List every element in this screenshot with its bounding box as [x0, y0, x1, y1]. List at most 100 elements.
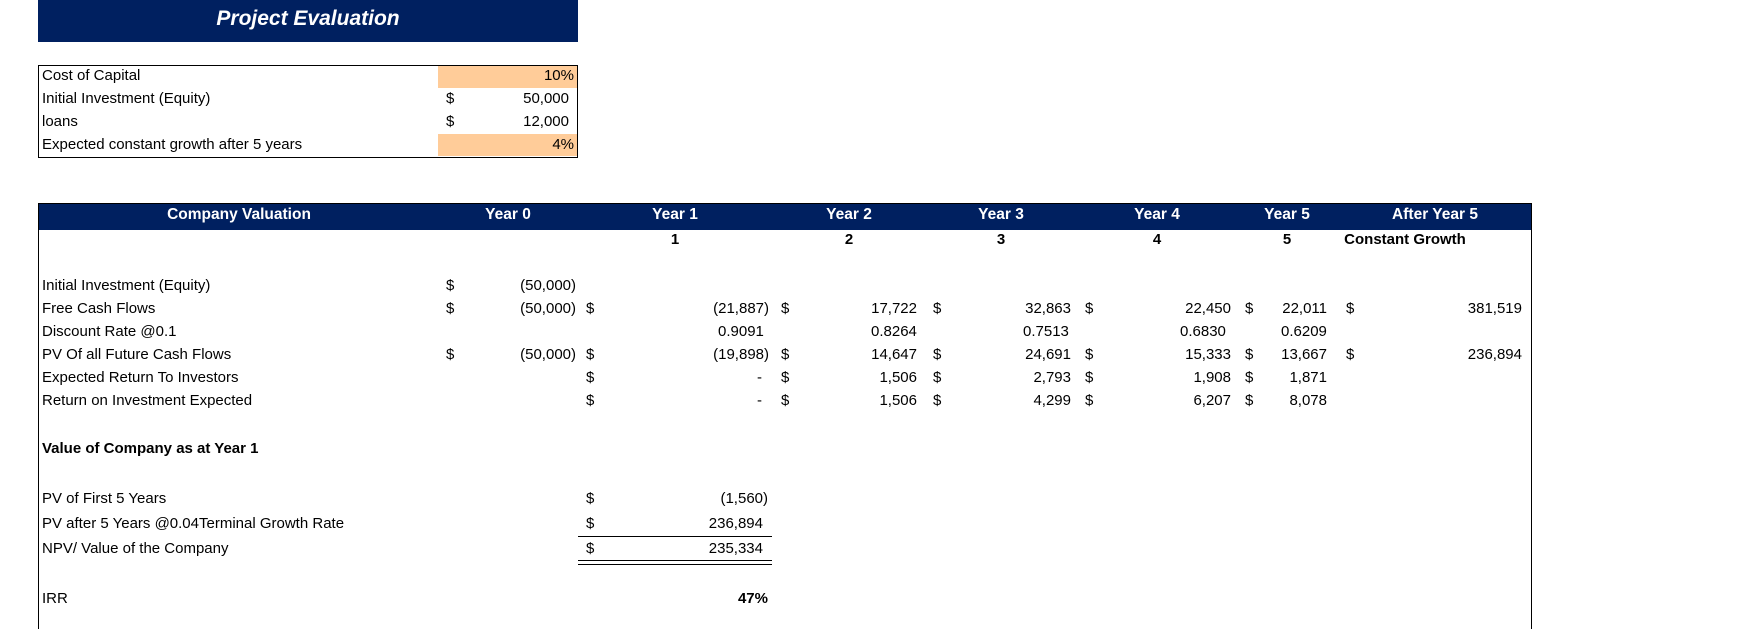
cell-currency: $: [933, 369, 942, 386]
input-currency-loans: $: [446, 113, 455, 130]
value-pv-after-5-years: 236,894: [708, 515, 763, 532]
valuation-header-bar: [38, 203, 1532, 230]
input-label-growth: Expected constant growth after 5 years: [42, 136, 303, 153]
cell-currency: $: [933, 346, 942, 363]
cell-currency: $: [781, 392, 790, 409]
row-label-pv-future-cash-flows: PV Of all Future Cash Flows: [42, 346, 232, 363]
period-5: 5: [1282, 231, 1292, 248]
cell-currency: $: [933, 392, 942, 409]
cell-value: 1,506: [879, 369, 917, 386]
header-after-year-5: After Year 5: [1392, 206, 1478, 223]
input-currency-initial-investment: $: [446, 90, 455, 107]
input-label-cost-of-capital: Cost of Capital: [42, 67, 141, 84]
cell-currency: $: [1245, 369, 1254, 386]
cell-currency: $: [1085, 369, 1094, 386]
cell-value: -: [757, 392, 762, 409]
page-title: Project Evaluation: [216, 7, 400, 30]
cell-value: 13,667: [1281, 346, 1327, 363]
input-value-growth[interactable]: 4%: [552, 136, 574, 153]
cell-value: -: [757, 369, 762, 386]
cell-currency: $: [1085, 392, 1094, 409]
cell-currency: $: [1085, 300, 1094, 317]
value-pv-first-5-years: (1,560): [720, 490, 768, 507]
period-1: 1: [670, 231, 680, 248]
row-label-free-cash-flows: Free Cash Flows: [42, 300, 156, 317]
cell-value: 15,333: [1185, 346, 1231, 363]
cell-currency: $: [1346, 346, 1355, 363]
header-year-3: Year 3: [978, 206, 1024, 223]
header-year-1: Year 1: [652, 206, 698, 223]
cell-value: 0.9091: [718, 323, 764, 340]
header-year-0: Year 0: [485, 206, 531, 223]
input-label-loans: loans: [42, 113, 78, 130]
cell-value: 22,450: [1185, 300, 1231, 317]
cell-value: 24,691: [1025, 346, 1071, 363]
label-pv-after-5-years: PV after 5 Years @0.04Terminal Growth Ra…: [42, 515, 345, 532]
cell-value: 2,793: [1033, 369, 1071, 386]
cell-currency: $: [586, 369, 595, 386]
value-npv: 235,334: [708, 540, 763, 557]
cell-value: 14,647: [871, 346, 917, 363]
total-double-underline: [578, 560, 772, 565]
cell-value: (50,000): [520, 300, 576, 317]
cell-currency: $: [586, 300, 595, 317]
row-label-initial-investment: Initial Investment (Equity): [42, 277, 211, 294]
cell-currency: $: [781, 369, 790, 386]
cell-currency: $: [586, 490, 595, 507]
cell-currency: $: [781, 346, 790, 363]
row-label-expected-return: Expected Return To Investors: [42, 369, 239, 386]
valuation-table-border: [38, 229, 1532, 629]
header-year-4: Year 4: [1134, 206, 1180, 223]
cell-currency: $: [586, 346, 595, 363]
cell-currency: $: [1245, 392, 1254, 409]
cell-currency: $: [1245, 300, 1254, 317]
cell-value: 22,011: [1282, 300, 1327, 317]
input-value-cost-of-capital[interactable]: 10%: [543, 67, 574, 84]
cell-currency: $: [1245, 346, 1254, 363]
header-year-5: Year 5: [1264, 206, 1310, 223]
cell-value: 4,299: [1033, 392, 1071, 409]
value-irr: 47%: [737, 590, 768, 607]
cell-value: 0.6830: [1180, 323, 1226, 340]
cell-value: 0.7513: [1023, 323, 1069, 340]
cell-currency: $: [446, 300, 455, 317]
period-4: 4: [1152, 231, 1162, 248]
cell-value: (19,898): [713, 346, 769, 363]
cell-currency: $: [446, 346, 455, 363]
cell-value: 1,871: [1289, 369, 1327, 386]
cell-currency: $: [1346, 300, 1355, 317]
cell-value: 6,207: [1193, 392, 1231, 409]
period-constant-growth: Constant Growth: [1344, 231, 1466, 248]
cell-value: 1,506: [879, 392, 917, 409]
cell-value: (50,000): [520, 277, 576, 294]
row-label-discount-rate: Discount Rate @0.1: [42, 323, 177, 340]
cell-currency: $: [586, 515, 595, 532]
header-company-valuation: Company Valuation: [167, 206, 311, 223]
cell-value: 32,863: [1025, 300, 1071, 317]
cell-value: 236,894: [1467, 346, 1522, 363]
cell-currency: $: [586, 540, 595, 557]
label-pv-first-5-years: PV of First 5 Years: [42, 490, 167, 507]
cell-value: 0.8264: [871, 323, 917, 340]
input-value-loans[interactable]: 12,000: [523, 113, 569, 130]
cell-value: 8,078: [1289, 392, 1327, 409]
period-3: 3: [996, 231, 1006, 248]
label-npv: NPV/ Value of the Company: [42, 540, 229, 557]
input-value-initial-investment[interactable]: 50,000: [523, 90, 569, 107]
row-label-roi-expected: Return on Investment Expected: [42, 392, 253, 409]
cell-currency: $: [1085, 346, 1094, 363]
cell-value: 0.6209: [1281, 323, 1327, 340]
cell-value: 17,722: [871, 300, 917, 317]
label-irr: IRR: [42, 590, 68, 607]
title-banner: [38, 0, 578, 42]
cell-currency: $: [446, 277, 455, 294]
cell-currency: $: [933, 300, 942, 317]
cell-value: (21,887): [713, 300, 769, 317]
cell-value: (50,000): [520, 346, 576, 363]
cell-currency: $: [586, 392, 595, 409]
inputs-panel: [38, 65, 578, 158]
sum-underline: [578, 536, 772, 537]
cell-value: 381,519: [1467, 300, 1522, 317]
cell-currency: $: [781, 300, 790, 317]
input-label-initial-investment: Initial Investment (Equity): [42, 90, 211, 107]
